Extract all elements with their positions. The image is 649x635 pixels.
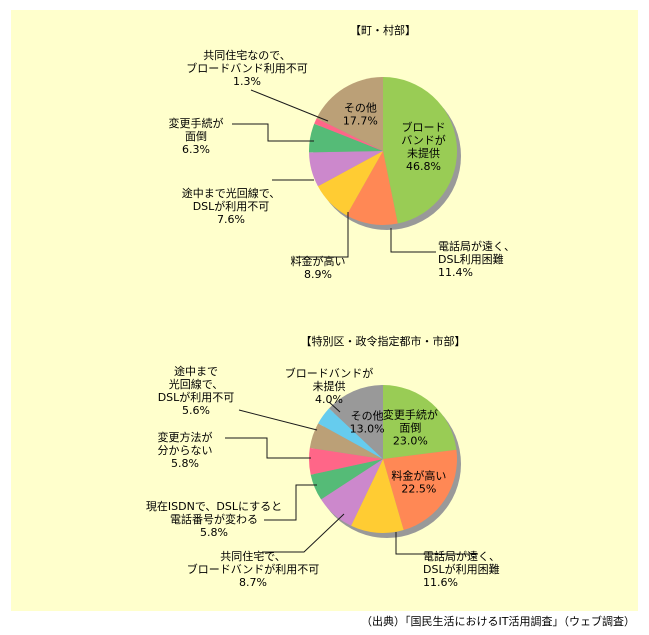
slice-label-line: ブロードバンドが利用不可	[187, 562, 320, 576]
slice-label-line: DSL利用困難	[438, 253, 504, 266]
slice-label-line: 料金が高い	[391, 469, 446, 483]
pie-slice	[318, 408, 383, 459]
slice-label: 途中まで光回線で、 DSLが利用不可 7.6%	[182, 186, 281, 226]
slice-value: 8.9%	[304, 268, 332, 281]
slice-label: ブロードバンドが未提供 46.8%	[401, 120, 446, 173]
pie-slice	[316, 77, 383, 151]
slice-label: 変更方法が分からない 5.8%	[158, 430, 213, 470]
pie-slice	[383, 77, 458, 224]
leader-line	[264, 484, 317, 521]
slice-label-line: ブロード	[401, 120, 445, 134]
leader-line	[262, 513, 345, 553]
slice-label-line: 共同住宅なので、	[203, 48, 291, 62]
leader-line	[390, 228, 436, 253]
slice-value: 1.3%	[233, 75, 261, 88]
slice-value: 17.7%	[343, 115, 378, 128]
slice-label-line: バンドが	[401, 133, 446, 147]
slice-label-line: 面倒	[399, 421, 421, 434]
pie-slice	[314, 118, 383, 151]
slice-value: 7.6%	[217, 213, 245, 226]
slice-label-line: ブロードバンド利用不可	[186, 61, 308, 75]
slice-value: 5.8%	[200, 526, 228, 539]
slice-value: 46.8%	[406, 160, 441, 173]
pie-slice	[308, 123, 383, 153]
pie-slice	[309, 423, 383, 459]
slice-label: 変更手続が面倒 6.3%	[169, 116, 224, 156]
slice-label: 共同住宅なので、ブロードバンド利用不可 1.3%	[186, 48, 308, 88]
slice-label-line: 面倒	[185, 130, 207, 143]
slice-label-line: 変更手続が	[169, 116, 224, 130]
slice-value: 11.4%	[438, 266, 473, 279]
slice-value: 5.6%	[182, 404, 210, 417]
slice-label: 変更手続が面倒 23.0%	[383, 407, 438, 447]
pie-slice	[383, 449, 458, 531]
slice-value: 13.0%	[350, 422, 385, 435]
slice-label: その他 17.7%	[343, 102, 378, 128]
slice-label: 料金が高い 22.5%	[391, 469, 446, 496]
slice-label-line: 分からない	[158, 444, 213, 457]
leader-line	[395, 532, 478, 555]
slice-value: 23.0%	[393, 434, 428, 447]
slice-label: ブロードバンドが未提供 4.0%	[285, 366, 374, 406]
slice-label-line: DSLが利用不可	[193, 199, 270, 213]
leader-line	[238, 409, 318, 431]
slice-label: その他 13.0%	[350, 409, 385, 435]
source-note: （出典）「国民生活におけるIT活用調査」（ウェブ調査）	[361, 615, 635, 628]
chart-1-title: 【町・村部】	[350, 23, 416, 37]
slice-label-line: 途中まで光回線で、	[182, 186, 281, 200]
slice-label-line: その他	[351, 409, 384, 422]
pie-slice	[329, 385, 383, 459]
slice-label: 料金が高い 8.9%	[291, 254, 346, 281]
slice-label-line: DSLが利用不可	[158, 390, 235, 404]
slice-value: 5.8%	[171, 457, 199, 470]
pie-slice	[383, 385, 457, 459]
pie-slice	[308, 447, 383, 475]
slice-label-line: 光回線で、	[169, 377, 224, 391]
slice-label-line: 現在ISDNで、DSLにすると	[146, 500, 282, 513]
slice-value: 4.0%	[315, 393, 343, 406]
pie-slice	[321, 459, 383, 526]
slice-label: 電話局が遠く、 DSLが利用困難 11.6%	[423, 549, 500, 589]
slice-label-line: DSLが利用困難	[423, 562, 500, 576]
slice-value: 6.3%	[182, 143, 210, 156]
slice-label-line: ブロードバンドが	[285, 366, 374, 380]
slice-label-line: 共同住宅で、	[220, 549, 286, 563]
slice-label: 途中まで光回線で、 DSLが利用不可 5.6%	[158, 364, 235, 417]
pie-slice	[317, 151, 383, 216]
slice-label-line: 電話番号が変わる	[170, 512, 258, 526]
slice-value: 8.7%	[239, 576, 267, 589]
slice-label-line: 未提供	[313, 379, 346, 393]
leader-line	[232, 123, 314, 142]
slice-label-line: その他	[344, 102, 377, 115]
pie-slice	[310, 459, 383, 500]
slice-label-line: 変更方法が	[158, 430, 213, 444]
leader-line	[225, 437, 311, 459]
chart-2-title: 【特別区・政令指定都市・市部】	[301, 334, 466, 348]
pie-slice	[346, 151, 398, 225]
leader-line	[296, 212, 349, 258]
slice-value: 22.5%	[401, 483, 436, 496]
leader-line	[328, 401, 341, 413]
slice-label-line: 電話局が遠く、	[438, 239, 515, 253]
slice-label-line: 変更手続が	[383, 407, 438, 421]
slice-label-line: 電話局が遠く、	[423, 549, 500, 563]
slice-label-line: 途中まで	[174, 364, 218, 378]
leader-line	[250, 89, 329, 122]
slice-label: 現在ISDNで、DSLにすると電話番号が変わる 5.8%	[146, 500, 282, 539]
slice-label: 共同住宅で、ブロードバンドが利用不可 8.7%	[187, 549, 320, 589]
slice-label-line: 未提供	[407, 146, 440, 160]
slice-label: 電話局が遠く、 DSL利用困難 11.4%	[438, 239, 515, 279]
pie-slice	[309, 151, 383, 187]
slice-value: 11.6%	[423, 576, 458, 589]
slice-label-line: 料金が高い	[291, 254, 346, 268]
pie-slice	[351, 459, 404, 534]
